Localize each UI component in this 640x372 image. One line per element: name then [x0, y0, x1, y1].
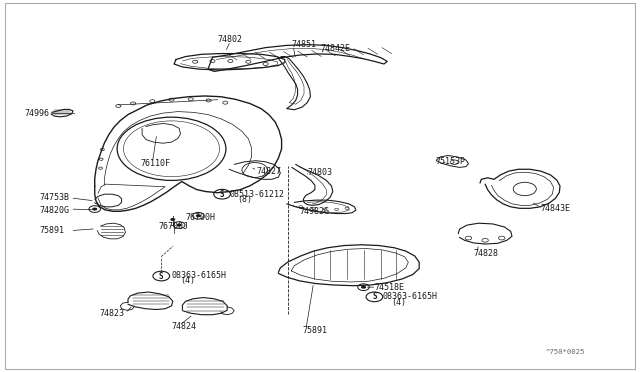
Text: 74851: 74851 [291, 40, 316, 49]
Circle shape [177, 224, 182, 227]
Text: 74518E: 74518E [374, 283, 404, 292]
Text: 08513-61212: 08513-61212 [229, 190, 284, 199]
Circle shape [361, 286, 366, 289]
Text: 74828: 74828 [474, 249, 499, 258]
Text: 08363-6165H: 08363-6165H [172, 271, 227, 280]
Text: S: S [159, 272, 164, 280]
Text: S: S [220, 190, 225, 199]
Text: 74803: 74803 [307, 169, 332, 177]
Text: (8): (8) [237, 195, 252, 204]
Text: 74843E: 74843E [541, 204, 571, 213]
Text: 74996: 74996 [24, 109, 49, 118]
Text: 76700J: 76700J [159, 222, 189, 231]
Text: 74842E: 74842E [320, 44, 350, 53]
Text: 08363-6165H: 08363-6165H [383, 292, 438, 301]
Circle shape [170, 218, 175, 221]
Text: 75153P: 75153P [435, 157, 465, 166]
Text: 76700H: 76700H [186, 213, 216, 222]
Text: (4): (4) [180, 276, 195, 285]
Circle shape [92, 208, 97, 211]
Text: 75891: 75891 [40, 226, 65, 235]
Text: 74820G: 74820G [40, 206, 70, 215]
Text: (4): (4) [392, 298, 406, 307]
Text: 75891: 75891 [302, 326, 327, 335]
Text: 74827: 74827 [256, 167, 281, 176]
Text: ^750*0025: ^750*0025 [546, 349, 586, 355]
Text: 74802: 74802 [218, 35, 243, 44]
Text: 74982G: 74982G [300, 207, 330, 216]
Circle shape [196, 214, 201, 217]
Text: 74824: 74824 [172, 322, 196, 331]
Text: 74753B: 74753B [40, 193, 70, 202]
Text: 76110F: 76110F [141, 159, 171, 168]
Text: 74823: 74823 [99, 309, 124, 318]
Text: S: S [372, 292, 377, 301]
